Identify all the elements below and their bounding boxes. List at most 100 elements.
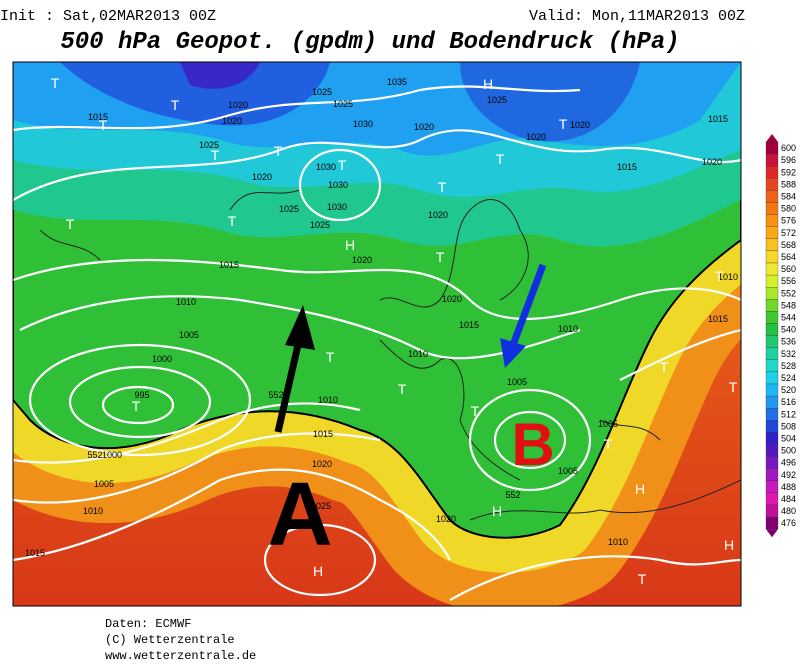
colorbar-label: 524 xyxy=(781,373,796,383)
colorbar-label: 592 xyxy=(781,167,796,177)
isobar-label: 1000 xyxy=(102,450,122,460)
isobar-label: 1020 xyxy=(228,100,248,110)
isobar-label: 1035 xyxy=(387,77,407,87)
arrow-a xyxy=(274,344,302,433)
map-title: 500 hPa Geopot. (gpdm) und Bodendruck (h… xyxy=(60,29,679,56)
colorbar-swatch xyxy=(765,371,779,385)
colorbar-swatch xyxy=(765,516,779,530)
pressure-center: T xyxy=(326,349,335,365)
isobar-label: 1020 xyxy=(702,157,722,167)
credit-url: www.wetterzentrale.de xyxy=(105,649,256,663)
isobar-label: 1025 xyxy=(311,501,331,511)
isobar-label: 1015 xyxy=(219,260,239,270)
isobar-label: 1020 xyxy=(526,132,546,142)
colorbar-swatch xyxy=(765,202,779,215)
pressure-center: T xyxy=(132,398,141,414)
colorbar-swatch xyxy=(765,456,779,469)
annotation-a: A xyxy=(268,465,333,565)
colorbar-swatch xyxy=(765,214,779,227)
colorbar-label: 500 xyxy=(781,446,796,456)
annotation-b: B xyxy=(511,411,554,478)
colorbar-label: 564 xyxy=(781,252,796,262)
colorbar-swatch xyxy=(765,492,779,506)
isobar-label: 1015 xyxy=(617,162,637,172)
colorbar-label: 488 xyxy=(781,482,796,492)
colorbar-label: 492 xyxy=(781,470,796,480)
isobar-label: 1020 xyxy=(252,172,272,182)
colorbar-swatch xyxy=(765,153,779,167)
pressure-center: T xyxy=(638,571,647,587)
colorbar-label: 512 xyxy=(781,409,796,419)
colorbar-swatch xyxy=(765,250,779,264)
isobar-label: 1025 xyxy=(310,220,330,230)
isobar-label: 1030 xyxy=(327,202,347,212)
colorbar-swatch xyxy=(765,420,779,433)
colorbar-label: 528 xyxy=(781,361,796,371)
credit-data: Daten: ECMWF xyxy=(105,617,191,631)
arrow-a-head xyxy=(285,305,315,350)
isobar-label: 1015 xyxy=(708,114,728,124)
colorbar-swatch xyxy=(765,408,779,421)
isobar-label: 1025 xyxy=(333,99,353,109)
colorbar-cap-top xyxy=(766,134,778,142)
isobar-label: 1010 xyxy=(318,395,338,405)
colorbar-swatch xyxy=(765,323,779,336)
colorbar-label: 520 xyxy=(781,385,796,395)
isobar-label: 552 xyxy=(268,390,283,400)
isobar-label: 1010 xyxy=(176,297,196,307)
colorbar-label: 532 xyxy=(781,349,796,359)
isobar-label: 1030 xyxy=(316,162,336,172)
valid-time: Valid: Mon,11MAR2013 00Z xyxy=(529,8,745,25)
colorbar-swatch xyxy=(765,359,779,373)
isobar-label: 1020 xyxy=(428,210,448,220)
colorbar-swatch xyxy=(765,504,779,518)
isobar-label: 1010 xyxy=(718,272,738,282)
isobar-label: 1030 xyxy=(353,119,373,129)
isobar-label: 1010 xyxy=(608,537,628,547)
isobar-label: 1020 xyxy=(352,255,372,265)
colorbar-label: 480 xyxy=(781,506,796,516)
colorbar-label: 556 xyxy=(781,276,796,286)
colorbar-label: 548 xyxy=(781,300,796,310)
isobar-label: 1020 xyxy=(570,120,590,130)
isobar-label: 552 xyxy=(87,450,102,460)
colorbar-swatch xyxy=(765,287,779,300)
isobar-label: 1010 xyxy=(83,506,103,516)
isobar-label: 1010 xyxy=(408,349,428,359)
isobar-label: 1025 xyxy=(487,95,507,105)
colorbar-label: 540 xyxy=(781,325,796,335)
colorbar-label: 508 xyxy=(781,421,796,431)
arrow-b xyxy=(509,263,547,347)
colorbar-cap-bottom xyxy=(766,529,778,538)
isobar-label: 1020 xyxy=(414,122,434,132)
colorbar-label: 560 xyxy=(781,264,796,274)
pressure-center: H xyxy=(483,76,493,92)
colorbar-label: 476 xyxy=(781,518,796,528)
colorbar-swatch xyxy=(765,335,779,348)
pressure-center: T xyxy=(660,359,669,375)
pressure-center: T xyxy=(274,143,283,159)
colorbar-swatch xyxy=(765,178,779,191)
pressure-center: T xyxy=(559,116,568,132)
colorbar-label: 600 xyxy=(781,143,796,153)
isobar-label: 1015 xyxy=(708,314,728,324)
pressure-center: T xyxy=(729,379,738,395)
colorbar-label: 576 xyxy=(781,216,796,226)
colorbar-label: 588 xyxy=(781,179,796,189)
isobar-label: 1020 xyxy=(442,294,462,304)
colorbar-label: 584 xyxy=(781,191,796,201)
pressure-center: H xyxy=(492,503,502,519)
isobar-label: 1020 xyxy=(222,116,242,126)
isobar-label: 1015 xyxy=(88,112,108,122)
colorbar-swatch xyxy=(765,274,779,288)
init-time: Init : Sat,02MAR2013 00Z xyxy=(0,8,216,25)
colorbar-label: 568 xyxy=(781,240,796,250)
isobar-label: 1030 xyxy=(328,180,348,190)
isobar-label: 1015 xyxy=(25,548,45,558)
colorbar-label: 580 xyxy=(781,204,796,214)
isobar-label: 1005 xyxy=(598,419,618,429)
isobar-label: 1020 xyxy=(436,514,456,524)
colorbar-label: 516 xyxy=(781,397,796,407)
isobar-label: 1015 xyxy=(459,320,479,330)
